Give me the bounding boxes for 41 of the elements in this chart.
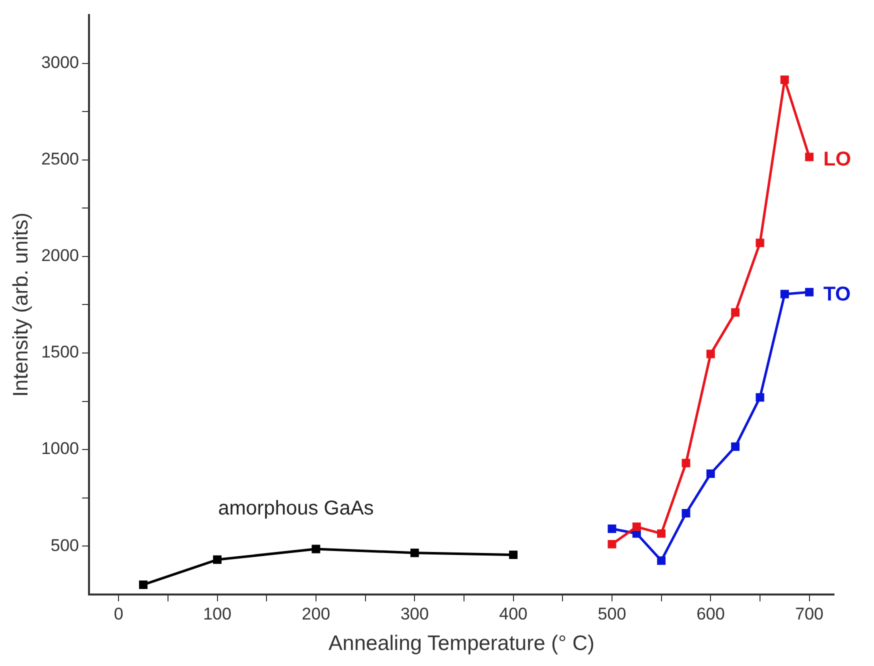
y-tick-label: 1500 [41, 342, 80, 362]
point [608, 540, 616, 548]
point [706, 469, 715, 478]
x-tick-label: 200 [302, 604, 330, 624]
point [312, 544, 320, 554]
x-tick-label: 500 [598, 604, 626, 624]
point [706, 350, 715, 358]
point [731, 308, 740, 317]
point [780, 75, 789, 84]
y-tick-label: 1000 [41, 439, 80, 458]
x-tick-label: 0 [114, 604, 124, 624]
y-tick-label: 2500 [41, 150, 80, 169]
point [682, 458, 690, 468]
series-label: LO [823, 148, 852, 170]
y-tick-label: 2000 [41, 246, 80, 266]
point [632, 522, 641, 532]
point [213, 555, 222, 564]
point [657, 556, 666, 565]
point [682, 509, 690, 518]
series-label: amorphous GaAs [218, 498, 374, 520]
point [657, 529, 666, 538]
x-tick-label: 600 [696, 604, 725, 624]
point [756, 393, 764, 402]
y-tick-label: 3000 [41, 52, 80, 72]
y-axis-title: Intensity (arb. units) [9, 212, 32, 397]
point [410, 548, 419, 558]
point [509, 550, 518, 560]
x-tick-label: 100 [203, 604, 232, 624]
point [756, 238, 764, 248]
x-axis-title: Annealing Temperature (° C) [328, 632, 594, 656]
x-tick-label: 300 [400, 604, 429, 624]
point [805, 288, 814, 296]
x-tick-label: 400 [499, 604, 528, 624]
series-label: TO [823, 284, 851, 306]
point [731, 442, 740, 451]
point [608, 524, 616, 533]
point [780, 290, 789, 298]
point [805, 152, 814, 162]
x-tick-label: 700 [795, 604, 824, 624]
y-tick-label: 500 [50, 536, 80, 555]
point [139, 580, 148, 589]
